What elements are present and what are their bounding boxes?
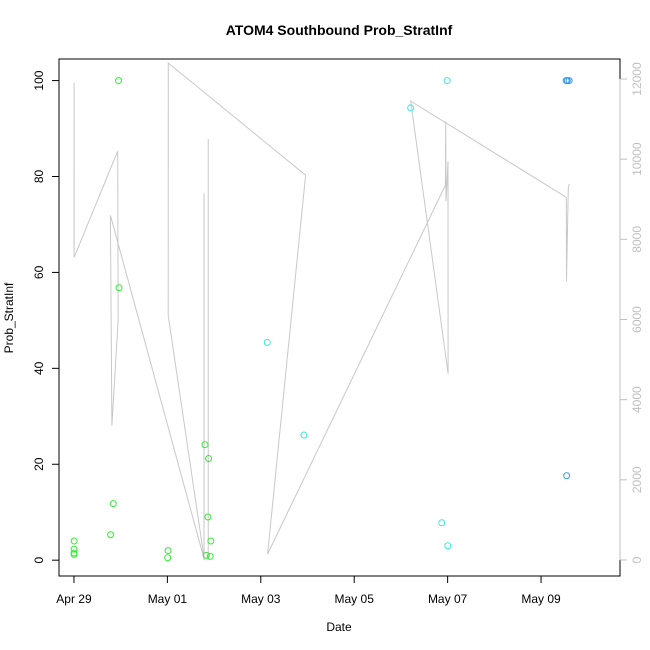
y-tick-label: 0 xyxy=(32,557,46,564)
data-point-green xyxy=(205,455,213,462)
data-point-green xyxy=(115,284,123,292)
data-point-green xyxy=(70,537,78,545)
y2-axis: 0 2000 4000 6000 8000 10000 12000 xyxy=(619,62,644,563)
data-point-green xyxy=(202,551,210,559)
chart-title: ATOM4 Southbound Prob_StratInf xyxy=(226,22,453,38)
data-point-cyan xyxy=(407,104,415,112)
data-point-blue xyxy=(563,472,571,480)
data-point-green xyxy=(109,500,117,508)
points-layer xyxy=(70,77,573,562)
data-point-green xyxy=(115,77,123,85)
data-point-cyan xyxy=(443,77,451,85)
y-axis-label: Prob_StratInf xyxy=(2,282,16,353)
y-tick-label: 100 xyxy=(32,70,46,90)
data-point-green xyxy=(70,545,78,553)
y2-tick-label: 0 xyxy=(630,556,644,563)
y-tick-label: 40 xyxy=(32,361,46,375)
data-point-cyan xyxy=(263,338,271,346)
data-point-green xyxy=(164,547,172,555)
plot-frame xyxy=(58,58,621,577)
data-point-green xyxy=(207,537,215,545)
x-tick-label: May 05 xyxy=(335,592,375,606)
x-tick-label: May 01 xyxy=(148,592,188,606)
y2-tick-label: 2000 xyxy=(630,466,644,493)
y-axis: 0 20 40 60 80 100 xyxy=(32,70,60,564)
x-tick-label: May 03 xyxy=(241,592,281,606)
data-point-cyan xyxy=(438,519,446,527)
data-point-green xyxy=(201,441,209,449)
y2-tick-label: 4000 xyxy=(630,386,644,413)
data-point-cyan xyxy=(444,542,452,550)
data-point-green xyxy=(107,531,115,539)
data-point-green xyxy=(204,513,212,521)
y-tick-label: 60 xyxy=(32,265,46,279)
x-axis-label: Date xyxy=(326,620,352,634)
y2-tick-label: 8000 xyxy=(630,226,644,253)
x-tick-label: May 07 xyxy=(428,592,468,606)
data-point-cyan xyxy=(300,431,308,439)
y2-tick-label: 12000 xyxy=(630,62,644,96)
x-tick-label: May 09 xyxy=(521,592,561,606)
x-axis: Apr 29 May 01 May 03 May 05 May 07 May 09 xyxy=(56,575,561,606)
y2-tick-label: 10000 xyxy=(630,142,644,176)
y-tick-label: 20 xyxy=(32,457,46,471)
line-series-layer xyxy=(73,61,570,561)
data-point-green xyxy=(206,552,214,560)
y2-tick-label: 6000 xyxy=(630,306,644,333)
data-point-green xyxy=(164,554,172,562)
line-series xyxy=(73,61,570,561)
y-tick-label: 80 xyxy=(32,170,46,184)
data-point-blue xyxy=(565,77,573,85)
data-point-green xyxy=(70,550,78,558)
x-tick-label: Apr 29 xyxy=(56,592,92,606)
